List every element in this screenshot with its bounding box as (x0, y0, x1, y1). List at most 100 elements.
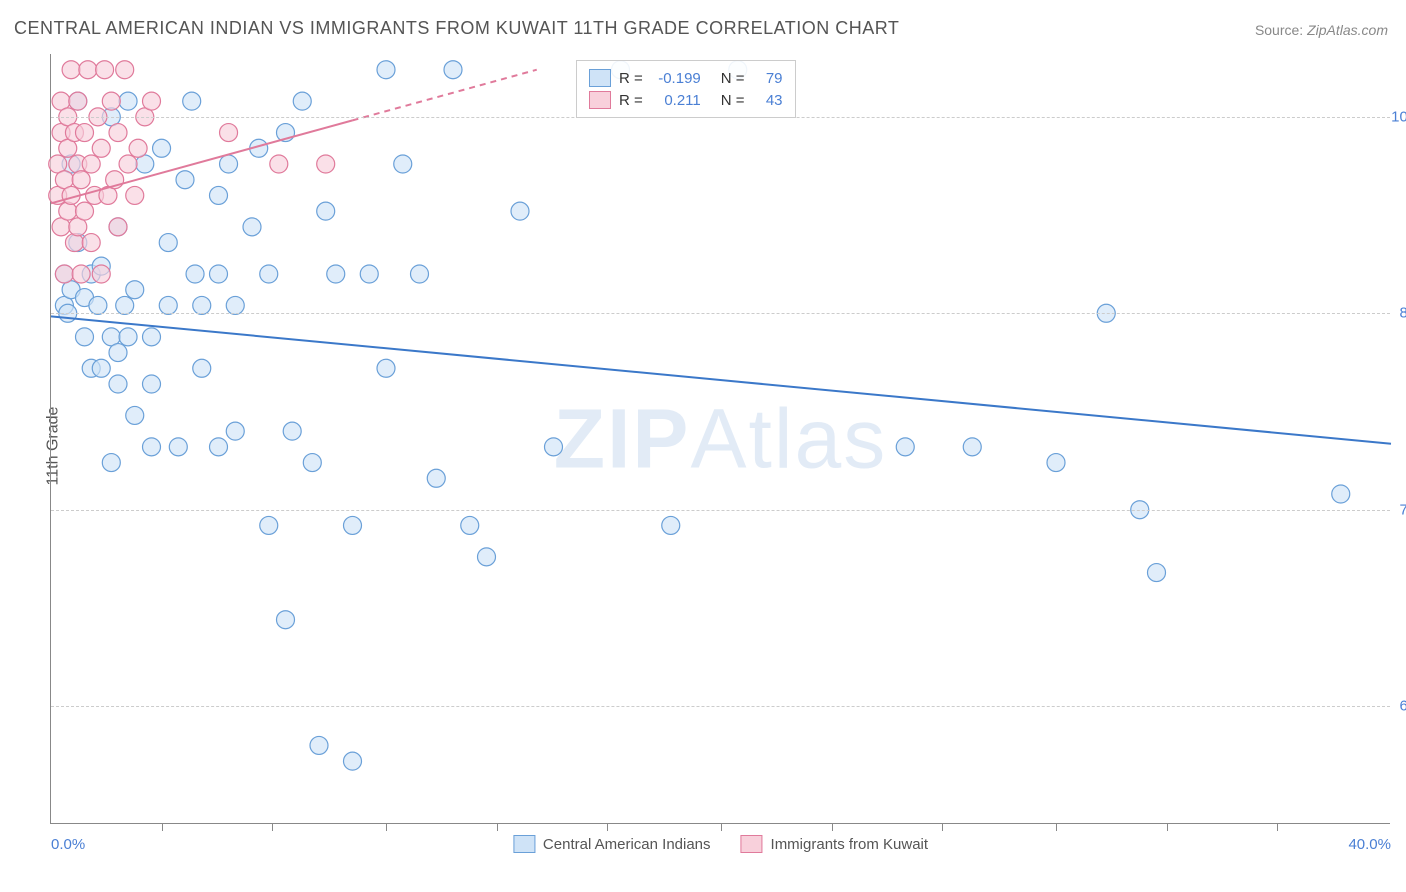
data-point (76, 328, 94, 346)
chart-title: CENTRAL AMERICAN INDIAN VS IMMIGRANTS FR… (14, 18, 899, 39)
data-point (317, 155, 335, 173)
y-tick-label: 100.0% (1391, 108, 1406, 125)
legend-r-value: 0.211 (651, 92, 701, 109)
x-tick (497, 823, 498, 831)
data-point (109, 124, 127, 142)
data-point (72, 171, 90, 189)
data-point (270, 155, 288, 173)
data-point (427, 469, 445, 487)
legend-r-label: R = (619, 92, 643, 109)
legend-swatch (513, 835, 535, 853)
legend-swatch (589, 91, 611, 109)
x-tick (1277, 823, 1278, 831)
y-tick-label: 87.5% (1399, 305, 1406, 322)
x-tick-label: 0.0% (51, 836, 85, 853)
legend-swatch (589, 69, 611, 87)
data-point (344, 516, 362, 534)
legend-n-value: 43 (753, 92, 783, 109)
data-point (65, 234, 83, 252)
data-point (210, 438, 228, 456)
data-point (92, 265, 110, 283)
data-point (143, 328, 161, 346)
x-tick (1056, 823, 1057, 831)
data-point (153, 139, 171, 157)
data-point (119, 92, 137, 110)
legend-n-label: N = (721, 92, 745, 109)
data-point (82, 234, 100, 252)
data-point (119, 328, 137, 346)
data-point (277, 611, 295, 629)
y-tick-label: 75.0% (1399, 501, 1406, 518)
x-tick (721, 823, 722, 831)
data-point (193, 359, 211, 377)
data-point (394, 155, 412, 173)
x-tick-label: 40.0% (1348, 836, 1391, 853)
data-point (317, 202, 335, 220)
data-point (963, 438, 981, 456)
data-point (662, 516, 680, 534)
data-point (59, 202, 77, 220)
data-point (210, 265, 228, 283)
stats-legend: R = -0.199 N = 79 R = 0.211 N = 43 (576, 60, 796, 118)
data-point (545, 438, 563, 456)
data-point (360, 265, 378, 283)
x-tick (832, 823, 833, 831)
data-point (176, 171, 194, 189)
data-point (116, 296, 134, 314)
data-point (109, 218, 127, 236)
data-point (226, 296, 244, 314)
data-point (143, 438, 161, 456)
source-link[interactable]: ZipAtlas.com (1307, 22, 1388, 38)
data-point (260, 516, 278, 534)
series-legend: Central American Indians Immigrants from … (513, 835, 928, 853)
data-point (92, 359, 110, 377)
data-point (283, 422, 301, 440)
gridline (51, 313, 1390, 314)
gridline (51, 117, 1390, 118)
data-point (55, 265, 73, 283)
legend-swatch (741, 835, 763, 853)
x-tick (272, 823, 273, 831)
data-point (126, 281, 144, 299)
data-point (92, 139, 110, 157)
legend-row: R = 0.211 N = 43 (589, 89, 783, 111)
data-point (377, 359, 395, 377)
data-point (89, 296, 107, 314)
data-point (76, 124, 94, 142)
y-tick-label: 62.5% (1399, 698, 1406, 715)
data-point (116, 61, 134, 79)
data-point (69, 92, 87, 110)
legend-item: Immigrants from Kuwait (741, 835, 929, 853)
data-point (1148, 564, 1166, 582)
source-attribution: Source: ZipAtlas.com (1255, 22, 1388, 38)
data-point (169, 438, 187, 456)
data-point (243, 218, 261, 236)
data-point (344, 752, 362, 770)
source-label: Source: (1255, 22, 1303, 38)
data-point (62, 61, 80, 79)
data-point (444, 61, 462, 79)
data-point (303, 454, 321, 472)
legend-r-value: -0.199 (651, 70, 701, 87)
data-point (327, 265, 345, 283)
data-point (76, 202, 94, 220)
data-point (377, 61, 395, 79)
data-point (126, 406, 144, 424)
data-point (72, 265, 90, 283)
x-tick (386, 823, 387, 831)
data-point (186, 265, 204, 283)
chart-svg (51, 54, 1390, 823)
data-point (226, 422, 244, 440)
data-point (102, 454, 120, 472)
gridline (51, 510, 1390, 511)
legend-label: Immigrants from Kuwait (771, 836, 929, 853)
data-point (310, 736, 328, 754)
data-point (293, 92, 311, 110)
legend-n-value: 79 (753, 70, 783, 87)
data-point (461, 516, 479, 534)
legend-label: Central American Indians (543, 836, 711, 853)
data-point (260, 265, 278, 283)
data-point (159, 296, 177, 314)
data-point (79, 61, 97, 79)
trend-line (51, 316, 1391, 443)
